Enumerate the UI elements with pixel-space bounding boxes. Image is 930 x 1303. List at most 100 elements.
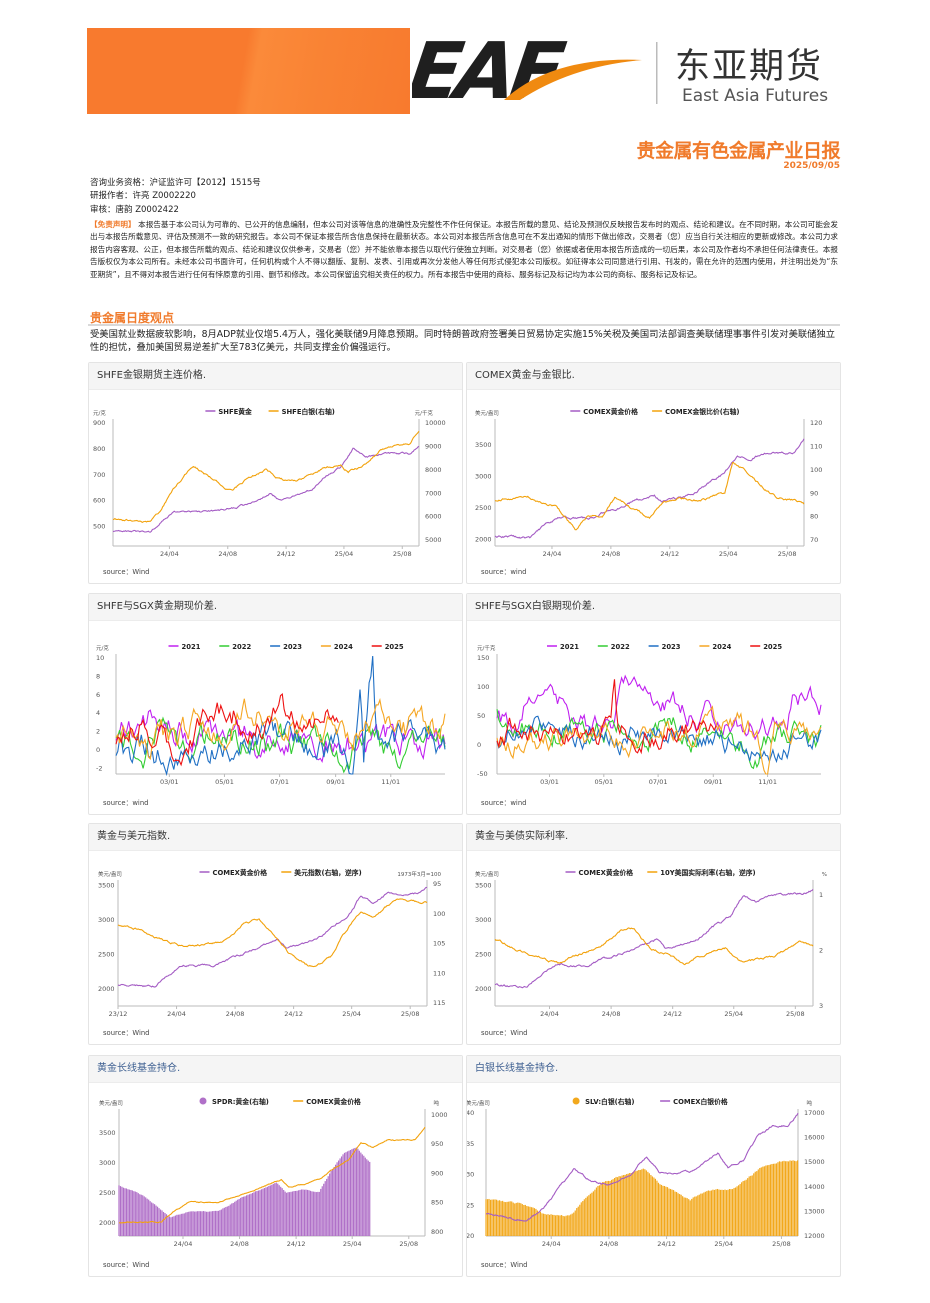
bar — [591, 1192, 593, 1236]
bar — [300, 1189, 303, 1236]
legend-label: 2022 — [611, 643, 630, 651]
bar — [753, 1173, 755, 1236]
bar — [271, 1184, 273, 1236]
bar — [688, 1199, 690, 1236]
x-tick-label: 05/01 — [594, 778, 613, 786]
y-axis-unit-right: 元/千克 — [415, 409, 434, 417]
bar — [188, 1211, 190, 1236]
y-axis-unit-right: 1973年3月=100 — [397, 870, 441, 878]
series-path — [112, 445, 420, 533]
bar — [337, 1160, 340, 1236]
series-path — [494, 927, 814, 966]
y-tick-label-right: 100 — [810, 466, 822, 474]
bar — [573, 1212, 575, 1236]
bar — [671, 1189, 673, 1236]
bar — [574, 1210, 576, 1236]
bar — [657, 1182, 660, 1236]
bar — [200, 1211, 202, 1236]
legend-swatch — [199, 1097, 207, 1105]
bar — [669, 1188, 672, 1236]
bar — [745, 1179, 747, 1236]
bar — [506, 1201, 508, 1236]
bar — [250, 1193, 252, 1236]
bar — [621, 1175, 623, 1236]
legend-label: COMEX黄金价格 — [213, 868, 268, 877]
legend-label: COMEX白银价格 — [673, 1097, 728, 1106]
bar — [606, 1181, 608, 1236]
y-tick-label-right: 16000 — [804, 1134, 825, 1142]
bar — [254, 1191, 257, 1236]
series-path — [117, 886, 428, 988]
bar — [197, 1211, 199, 1236]
x-tick-label: 24/12 — [660, 550, 679, 558]
bar — [494, 1199, 496, 1236]
bar — [795, 1161, 797, 1236]
bar — [748, 1176, 750, 1236]
y-tick-label-right: 15000 — [804, 1158, 825, 1166]
series-path — [494, 888, 814, 989]
bar — [122, 1187, 125, 1236]
bar — [508, 1201, 510, 1236]
series-path — [115, 692, 339, 767]
bar — [290, 1191, 292, 1236]
bar — [125, 1188, 128, 1236]
bar — [229, 1204, 231, 1236]
bar — [645, 1170, 647, 1236]
chart-title: COMEX黄金与金银比. — [467, 363, 840, 390]
bar — [698, 1194, 700, 1236]
bar — [332, 1168, 334, 1236]
bar — [256, 1191, 258, 1236]
bar — [568, 1215, 570, 1236]
bar — [321, 1186, 323, 1236]
y-tick-label-right: 13000 — [804, 1207, 825, 1215]
bar — [797, 1160, 799, 1236]
y-tick-label-left: 3500 — [475, 441, 492, 449]
x-tick-label: 25/08 — [399, 1240, 418, 1248]
bar — [615, 1176, 617, 1236]
bar — [204, 1211, 206, 1236]
y-tick-label-left: 3000 — [98, 916, 115, 924]
bar — [567, 1215, 569, 1236]
legend — [199, 1097, 304, 1105]
y-tick-label-right: 14000 — [804, 1183, 825, 1191]
bar — [689, 1200, 691, 1236]
bar — [251, 1192, 254, 1236]
y-tick-label-right: 800 — [431, 1228, 443, 1236]
series-path — [496, 715, 822, 764]
chart-title: 黄金与美债实际利率. — [467, 824, 840, 851]
bar — [515, 1202, 517, 1236]
bar — [535, 1208, 537, 1236]
bar — [595, 1187, 598, 1236]
series-path — [496, 674, 822, 741]
bar — [559, 1215, 561, 1236]
x-tick-label: 25/04 — [335, 550, 354, 558]
y-tick-label-left: 3500 — [98, 881, 115, 889]
chart-panel: 黄金长线基金持仓. 24/04 24/08 24/12 25/04 25/08 2000 25… — [88, 1055, 463, 1277]
bar — [311, 1191, 313, 1236]
bar — [234, 1201, 236, 1236]
bar — [289, 1192, 291, 1236]
bar — [641, 1169, 643, 1236]
bar — [488, 1198, 490, 1236]
x-tick-label: 24/04 — [160, 550, 179, 558]
bar — [210, 1211, 212, 1236]
bar — [358, 1150, 360, 1236]
bar — [627, 1173, 629, 1236]
chart-panel: COMEX黄金与金银比. 24/04 24/08 24/12 25/04 25/08 200… — [466, 362, 841, 584]
bar — [505, 1202, 507, 1236]
bar — [530, 1207, 532, 1236]
bar — [297, 1190, 300, 1236]
bar — [786, 1161, 788, 1236]
bar — [738, 1185, 740, 1236]
bar — [747, 1178, 749, 1236]
legend-label: COMEX金银比价(右轴) — [665, 407, 739, 416]
series-path — [115, 655, 446, 777]
bar — [121, 1186, 123, 1236]
bar — [733, 1187, 735, 1236]
bar — [283, 1189, 285, 1236]
chart-title: 黄金长线基金持仓. — [89, 1056, 462, 1083]
y-tick-label-left: 600 — [93, 497, 105, 505]
legend-label: 2025 — [763, 643, 782, 651]
bar — [354, 1147, 356, 1236]
bar — [201, 1211, 203, 1236]
